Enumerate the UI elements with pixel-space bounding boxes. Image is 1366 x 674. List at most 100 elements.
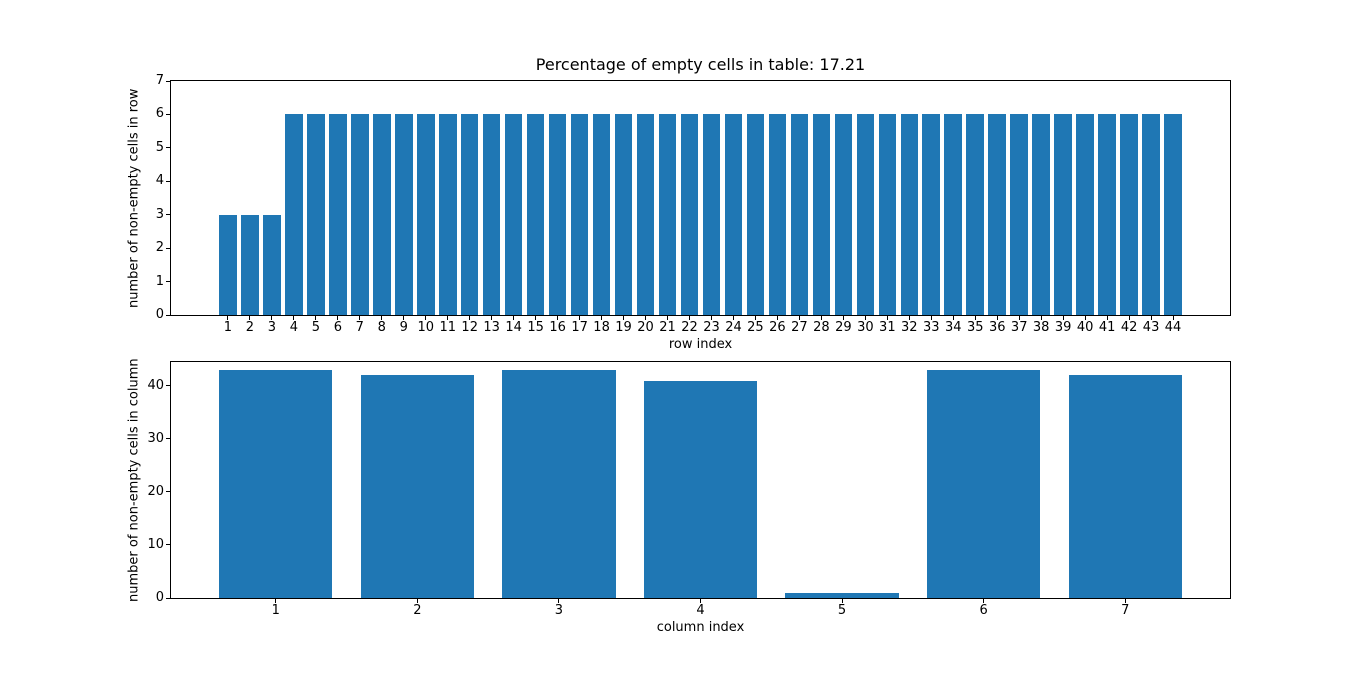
y-tick-label: 30 (147, 430, 164, 446)
y-tick-mark (166, 80, 170, 82)
x-tick-mark (491, 316, 493, 320)
x-tick-mark (403, 316, 405, 320)
x-tick-label: 27 (791, 320, 808, 335)
bar (812, 114, 831, 315)
y-tick-label: 7 (155, 73, 164, 88)
bar (900, 114, 919, 315)
x-tick-mark (271, 316, 273, 320)
x-tick-mark (996, 316, 998, 320)
y-tick-mark (166, 314, 170, 316)
x-tick-mark (1128, 316, 1130, 320)
x-tick-mark (974, 316, 976, 320)
bar (680, 114, 699, 315)
x-tick-mark (983, 599, 985, 603)
x-tick-label: 16 (549, 320, 566, 335)
y-tick-label: 3 (155, 206, 164, 222)
x-tick-mark (1018, 316, 1020, 320)
bar (482, 114, 501, 315)
x-tick-label: 10 (417, 320, 434, 335)
x-tick-mark (732, 316, 734, 320)
y-tick-mark (166, 113, 170, 115)
bar (1120, 114, 1138, 315)
bar (988, 114, 1007, 315)
x-tick-mark (667, 316, 669, 320)
bar (416, 114, 435, 315)
x-tick-mark (1084, 316, 1086, 320)
x-tick-label: 1 (271, 603, 280, 618)
bar (944, 114, 963, 315)
y-tick-mark (166, 147, 170, 149)
bar (614, 114, 633, 315)
x-tick-mark (579, 316, 581, 320)
x-tick-label: 4 (289, 320, 298, 335)
x-tick-label: 36 (988, 320, 1006, 335)
x-tick-mark (623, 316, 625, 320)
y-tick-label: 0 (155, 590, 164, 605)
x-tick-label: 37 (1010, 320, 1028, 335)
x-tick-label: 2 (413, 603, 422, 618)
x-tick-label: 38 (1032, 320, 1050, 335)
bar (504, 114, 523, 315)
x-tick-mark (249, 316, 251, 320)
bar (658, 114, 677, 315)
x-tick-label: 26 (769, 320, 786, 335)
x-tick-label: 29 (835, 320, 852, 335)
bar (724, 114, 743, 315)
bar (263, 214, 281, 315)
bar (219, 214, 237, 315)
bar (966, 114, 985, 315)
y-tick-mark (166, 247, 170, 249)
x-tick-label: 19 (615, 320, 632, 335)
x-tick-mark (359, 316, 361, 320)
chart-title: Percentage of empty cells in table: 17.2… (535, 55, 866, 74)
x-tick-label: 20 (637, 320, 654, 335)
x-tick-label: 7 (1121, 603, 1130, 618)
x-tick-label: 41 (1098, 320, 1116, 335)
x-tick-mark (1106, 316, 1108, 320)
bar (438, 114, 457, 315)
x-tick-label: 9 (399, 320, 408, 335)
bar (1054, 114, 1072, 315)
y-tick-label: 2 (155, 240, 164, 256)
bar (570, 114, 589, 315)
x-tick-label: 8 (377, 320, 386, 335)
x-tick-label: 4 (696, 603, 705, 618)
bar (329, 114, 347, 315)
x-tick-mark (710, 316, 712, 320)
x-tick-mark (798, 316, 800, 320)
x-tick-label: 3 (554, 603, 564, 618)
x-tick-label: 24 (725, 320, 742, 335)
bar (878, 114, 897, 315)
x-tick-mark (381, 316, 383, 320)
x-tick-label: 39 (1054, 320, 1072, 335)
column-chart-x-axis-label: column index (656, 620, 745, 635)
x-tick-mark (908, 316, 910, 320)
x-tick-mark (337, 316, 339, 320)
x-tick-mark (557, 316, 559, 320)
x-tick-mark (227, 316, 229, 320)
x-tick-mark (645, 316, 647, 320)
x-tick-label: 11 (439, 320, 456, 335)
x-tick-mark (1124, 599, 1126, 603)
y-tick-label: 1 (155, 273, 164, 289)
y-tick-mark (166, 544, 170, 546)
y-tick-mark (166, 385, 170, 387)
bar (922, 114, 941, 315)
y-tick-mark (166, 491, 170, 493)
x-tick-label: 43 (1142, 320, 1160, 335)
bar (548, 114, 567, 315)
x-tick-label: 40 (1076, 320, 1094, 335)
x-tick-label: 32 (901, 320, 918, 335)
bar (1076, 114, 1094, 315)
bar (241, 214, 259, 315)
bar (219, 369, 333, 598)
x-tick-label: 18 (593, 320, 610, 335)
bar (702, 114, 721, 315)
bar (768, 114, 787, 315)
x-tick-mark (864, 316, 866, 320)
x-tick-label: 12 (461, 320, 478, 335)
x-tick-mark (558, 599, 560, 603)
bar (1010, 114, 1028, 315)
x-tick-mark (820, 316, 822, 320)
y-tick-mark (166, 214, 170, 216)
